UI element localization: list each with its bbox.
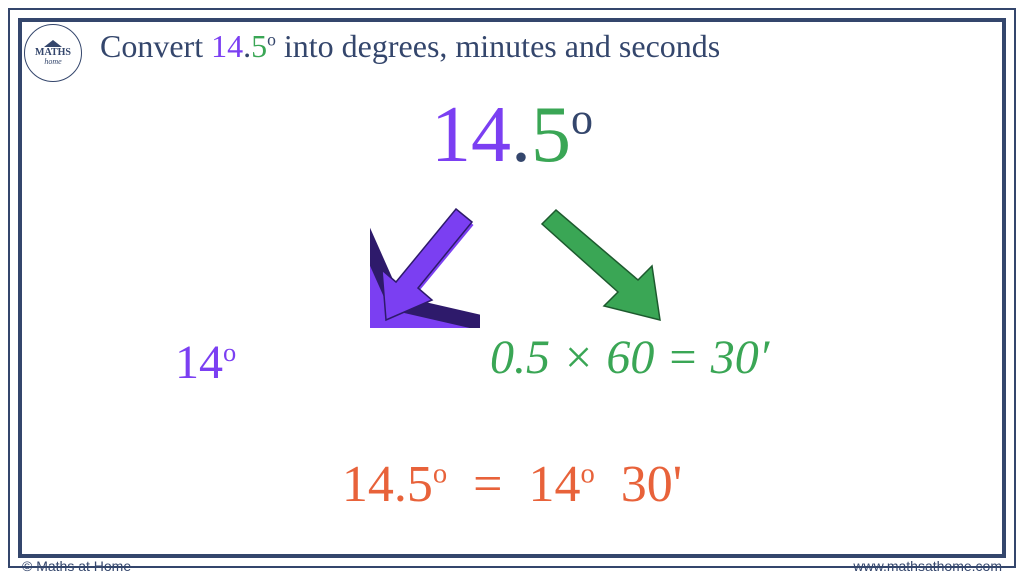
- final-lhs-deg: o: [433, 459, 447, 490]
- big-whole: 14: [431, 91, 511, 179]
- final-eq: =: [447, 456, 528, 513]
- left-deg: o: [223, 337, 236, 367]
- left-result: 14o: [175, 335, 236, 390]
- final-rhs-deg: o: [580, 459, 594, 490]
- title-frac: 5: [251, 28, 267, 64]
- right-result: 0.5 × 60 = 30′: [490, 330, 769, 385]
- website-text: www.mathsathome.com: [853, 558, 1002, 574]
- copyright-text: © Maths at Home: [22, 558, 131, 574]
- final-space: [595, 456, 621, 513]
- big-frac: 5: [531, 91, 571, 179]
- big-value: 14.5o: [0, 90, 1024, 181]
- final-rhs-min: ': [673, 456, 682, 513]
- house-icon: [44, 40, 62, 47]
- final-rhs-min-val: 30: [621, 456, 673, 513]
- title-prefix: Convert: [100, 28, 211, 64]
- title: Convert 14.5o into degrees, minutes and …: [100, 28, 720, 65]
- logo-text-bottom: home: [44, 58, 61, 66]
- final-lhs-val: 14.5: [342, 456, 433, 513]
- title-dot: .: [243, 28, 251, 64]
- arrow-left-shape: [370, 208, 480, 328]
- final-rhs-deg-val: 14: [528, 456, 580, 513]
- left-value: 14: [175, 336, 223, 389]
- right-text: 0.5 × 60 = 30′: [490, 331, 769, 384]
- title-suffix: into degrees, minutes and seconds: [276, 28, 720, 64]
- title-whole: 14: [211, 28, 243, 64]
- final-result: 14.5o = 14o 30': [0, 455, 1024, 514]
- title-deg: o: [267, 29, 276, 49]
- big-dot: .: [511, 91, 531, 179]
- logo: MATHS home: [24, 24, 82, 82]
- arrow-right-shape: [540, 208, 680, 333]
- big-deg: o: [571, 94, 593, 143]
